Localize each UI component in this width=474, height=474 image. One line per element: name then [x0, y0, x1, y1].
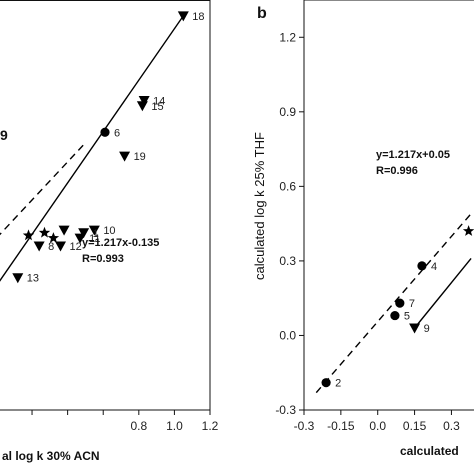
panel-b-point-circle: [390, 310, 400, 321]
panel-a-x-tick-label: 0.8: [130, 419, 147, 433]
panel-b-x-tick-label: 0.0: [369, 419, 386, 433]
panel-b-correlation: R=0.996: [376, 165, 418, 177]
panel-b-x-axis-label: calculated: [400, 444, 459, 458]
panel-b-x-tick-label: 0.15: [403, 419, 427, 433]
panel-b-point-triangle-down: [409, 323, 421, 334]
panel-b-point-label: 5: [404, 311, 410, 323]
panel-b-x-tick-label: -0.3: [294, 419, 315, 433]
panel-a-point-triangle-down: [12, 273, 24, 284]
panel-b-y-tick-label: 0.3: [279, 254, 296, 268]
panel-b-point-circle: [321, 378, 331, 388]
panel-b-fit-line-solid: [414, 257, 472, 329]
panel-a-point-triangle-down: [136, 101, 148, 112]
panel-b-point-label: 4: [431, 261, 437, 273]
panel-a-point-star: [22, 229, 35, 241]
panel-a-point-label: 11: [89, 233, 100, 245]
panel-a-correlation: R=0.993: [82, 253, 124, 265]
panel-a-x-tick-label: 1.0: [166, 419, 183, 433]
panel-a-point-label: 13: [27, 273, 39, 285]
panel-a-point-label: 1: [93, 228, 99, 240]
panel-b-x-tick-label: -0.15: [327, 419, 355, 433]
panel-b-y-axis-label: calculated log k 25% THF: [252, 132, 267, 280]
panel-b-plot: -0.3 -0.15 0.0 0.15 0.3 -0.3 0.0 0.3 0.6 0.9 1.2 2…: [252, 0, 474, 458]
panel-b-y-tick-label: 1.2: [279, 30, 296, 44]
panel-b-y-tick-label: -0.3: [275, 403, 296, 417]
panel-a-point-star: [47, 232, 60, 243]
panel-a-point-triangle-down: [74, 233, 86, 244]
panel-a-point-triangle-down: [78, 228, 90, 239]
panel-a-fit-line-solid: [0, 15, 184, 282]
panel-a-point-label: 8: [48, 241, 54, 253]
panel-b-y-tick-label: 0.9: [279, 105, 296, 119]
panel-a-point-circle: [100, 127, 110, 137]
panel-b-point-star: [462, 225, 474, 236]
panel-b-letter: b: [257, 5, 267, 22]
panel-a-point-triangle-down: [55, 241, 67, 252]
panel-b-point-label: 9: [424, 323, 430, 335]
panel-b-point-label: 7: [409, 298, 415, 310]
panel-a-point-triangle-down: [177, 11, 189, 22]
panel-b-x-tick-label: 0.3: [443, 419, 460, 433]
panel-a-plot-frame: [0, 0, 210, 410]
panel-b-y-tick-label: 0.0: [279, 328, 296, 342]
panel-a-point-triangle-down: [88, 225, 100, 236]
panel-a-point-label: 15: [151, 101, 163, 113]
panel-b-y-tick-label: 0.6: [279, 179, 296, 193]
panel-a-point-label: 10: [103, 225, 115, 237]
panel-b-axes-frame: [303, 0, 474, 411]
panel-a-point-label: 6: [114, 127, 120, 139]
panel-a-point-label: 18: [192, 11, 204, 23]
panel-a-x-axis-label: al log k 30% ACN: [2, 449, 100, 463]
panel-a-point-label: 12: [70, 241, 82, 253]
panel-a-x-tick-label: 1.2: [202, 419, 219, 433]
panel-a-point-label: 14: [153, 96, 165, 108]
panel-a-point-triangle-down: [138, 96, 150, 107]
panel-b-point-circle: [417, 261, 427, 271]
panel-b-regression-equation: y=1.217x+0.05: [376, 149, 450, 161]
panel-a-point-triangle-down: [119, 151, 131, 162]
panel-b-point-circle: [395, 298, 405, 308]
panel-a-point-label: 19: [134, 151, 146, 163]
panel-b-fit-line-dashed: [315, 213, 472, 394]
panel-a-partial-text: 9: [0, 127, 8, 143]
panel-a-point-triangle-down: [58, 225, 70, 236]
panel-a-point-triangle-down: [33, 241, 45, 252]
panel-a-fit-line-dashed: [0, 142, 86, 236]
panel-a-regression-equation: y=1.217x-0.135: [82, 237, 159, 249]
panel-a-point-star: [38, 226, 51, 238]
panel-b-point-label: 2: [335, 378, 341, 390]
